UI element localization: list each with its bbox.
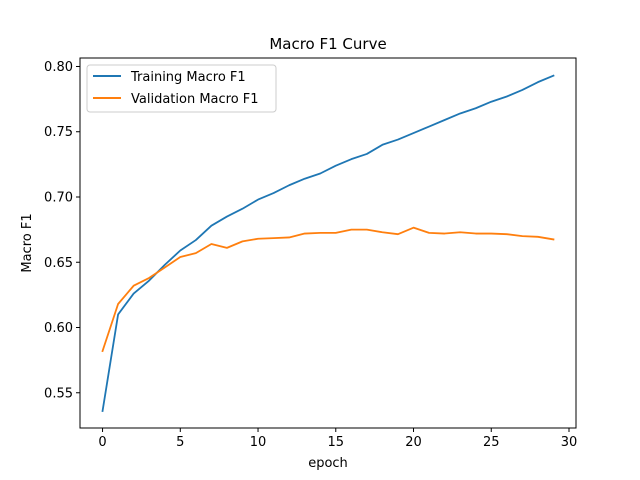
series-line-validation (101, 226, 555, 353)
legend-box (86, 64, 277, 113)
y-tick-label: 0.70 (44, 190, 73, 205)
y-axis-ticks: 0.55 0.60 0.65 0.70 0.75 0.80 (44, 60, 80, 401)
x-axis-ticks: 0 5 10 15 20 25 30 (98, 428, 577, 450)
y-tick-label: 0.55 (44, 386, 73, 401)
legend-label-validation: Validation Macro F1 (131, 92, 259, 107)
y-tick-label: 0.75 (44, 125, 73, 140)
y-axis-label: Macro F1 (20, 213, 35, 272)
x-tick-label: 20 (405, 435, 422, 450)
x-tick-label: 5 (176, 435, 184, 450)
y-tick-label: 0.80 (44, 60, 73, 75)
legend-label-training: Training Macro F1 (130, 70, 246, 85)
x-tick-label: 10 (250, 435, 267, 450)
legend: Training Macro F1 Validation Macro F1 (86, 64, 277, 113)
x-tick-label: 25 (483, 435, 500, 450)
plot-area-frame (79, 57, 577, 429)
x-tick-label: 15 (328, 435, 345, 450)
x-axis-label: epoch (308, 456, 348, 471)
y-tick-label: 0.60 (44, 321, 73, 336)
chart-title: Macro F1 Curve (269, 35, 386, 53)
x-tick-label: 30 (561, 435, 578, 450)
x-tick-label: 0 (98, 435, 106, 450)
y-tick-label: 0.65 (44, 256, 73, 271)
series-layer (101, 74, 555, 413)
series-line-training (101, 74, 555, 413)
